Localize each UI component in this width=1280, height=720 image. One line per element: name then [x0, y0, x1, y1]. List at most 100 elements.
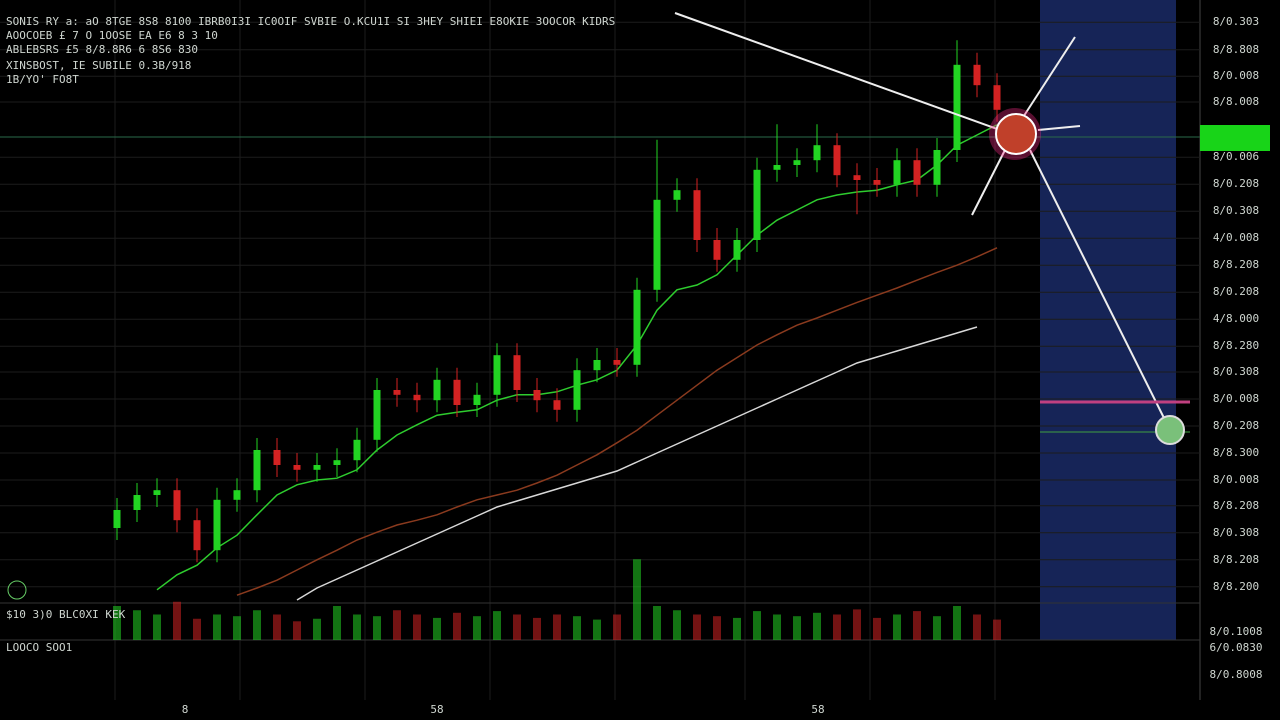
highlight-zone [1040, 0, 1176, 640]
volume-bar [753, 611, 761, 640]
y-tick-label: 8/0.208 [1213, 285, 1259, 298]
y-tick-label: 8/8.208 [1213, 553, 1259, 566]
candle-body [613, 360, 621, 365]
y-tick-label: 8/0.303 [1213, 15, 1259, 28]
volume-bar [173, 601, 181, 640]
annotation: LOOCO SOO1 [6, 641, 72, 654]
candle-body [153, 490, 161, 495]
volume-bar [473, 616, 481, 640]
candle-body [833, 145, 841, 176]
candle-body [273, 450, 281, 465]
candle-body [933, 150, 941, 185]
volume-bar [653, 606, 661, 640]
candle-body [413, 394, 421, 401]
volume-bar [933, 616, 941, 640]
candle-body [993, 85, 1001, 110]
volume-bar [593, 619, 601, 640]
y-tick-label: 4/0.008 [1213, 231, 1259, 244]
candle-body [313, 465, 321, 470]
y-tick-label: 8/8.808 [1213, 43, 1259, 56]
volume-bar [353, 614, 361, 640]
volume-bar [973, 614, 981, 640]
y-tick-label: 8/0.308 [1213, 365, 1259, 378]
annotation: 58 [430, 703, 443, 716]
candle-body [133, 495, 141, 510]
volume-bar [253, 610, 261, 640]
moving-average [296, 326, 978, 601]
volume-bar [293, 621, 301, 640]
annotation-lines [674, 12, 1166, 421]
candle-body [333, 460, 341, 465]
volume-bar [813, 612, 821, 640]
volume-bar [913, 611, 921, 640]
candle-body [433, 379, 441, 401]
candle-body [913, 160, 921, 185]
volume-bar [633, 559, 641, 640]
candle-body [973, 64, 981, 86]
y-tick-label: 8/0.008 [1213, 69, 1259, 82]
candle-body [853, 175, 861, 180]
plot [0, 21, 1200, 640]
volume-bar [233, 616, 241, 640]
candle-body [293, 465, 301, 470]
annotation: AOOCOEB £ 7 O 1OOSE EA E6 8 3 10 [6, 29, 218, 42]
volume-bar [153, 614, 161, 640]
volume-bar [713, 616, 721, 640]
volume-bar [213, 614, 221, 640]
candle-body [713, 240, 721, 260]
volume-bar [733, 617, 741, 640]
candle-body [193, 520, 201, 551]
annotation: 1B/YO' FO8T [6, 73, 79, 86]
volume-bar [373, 616, 381, 640]
volume-bar [273, 614, 281, 640]
y-tick-label: 8/8.280 [1213, 339, 1259, 352]
annotation: 58 [811, 703, 824, 716]
candle-body [953, 64, 961, 150]
y-tick-label: 4/8.000 [1213, 312, 1259, 325]
candle-body [113, 510, 121, 528]
candle-body [673, 190, 681, 200]
volume-bar [953, 606, 961, 640]
volume-bar [133, 610, 141, 640]
candle-body [173, 490, 181, 521]
volume-bar [453, 612, 461, 640]
candle-body [793, 160, 801, 165]
vertical-grid [114, 0, 996, 700]
volume-bar [533, 617, 541, 640]
y-tick-label: 8/0.208 [1213, 419, 1259, 432]
candle-body [653, 199, 661, 290]
candle-body [813, 145, 821, 161]
candle-body [393, 390, 401, 395]
y-tick-label: 8/0.208 [1213, 177, 1259, 190]
candle-body [233, 490, 241, 500]
candle-body [753, 169, 761, 240]
candle-body [213, 499, 221, 551]
candle-body [593, 360, 601, 371]
candle-body [373, 390, 381, 440]
volume-bar [613, 614, 621, 640]
candle-body [873, 180, 881, 185]
current-price-box [1200, 125, 1270, 151]
volume-bar [693, 614, 701, 640]
volume-bar [853, 609, 861, 640]
annotation: SONIS RY a: aO 8TGE 8S8 8100 IBRB0I3I IC… [6, 15, 615, 28]
annotation: 8/0.8008 [1210, 668, 1263, 681]
volume-bar [893, 614, 901, 640]
volume-bar [113, 606, 121, 640]
volume-bar [433, 617, 441, 640]
y-tick-label: 8/8.208 [1213, 258, 1259, 271]
y-tick-label: 8/8.008 [1213, 95, 1259, 108]
y-tick-label: 8/0.008 [1213, 473, 1259, 486]
moving-average [236, 247, 998, 596]
volume-bar [573, 616, 581, 640]
annotation: 8 [182, 703, 189, 716]
volume-bar [793, 616, 801, 640]
volume-bar [413, 614, 421, 640]
candle-body [633, 289, 641, 365]
y-tick-label: 8/0.008 [1213, 392, 1259, 405]
volume-bar [493, 611, 501, 640]
y-tick-label: 8/8.208 [1213, 499, 1259, 512]
candle-body [573, 370, 581, 410]
volume-bar [333, 606, 341, 640]
